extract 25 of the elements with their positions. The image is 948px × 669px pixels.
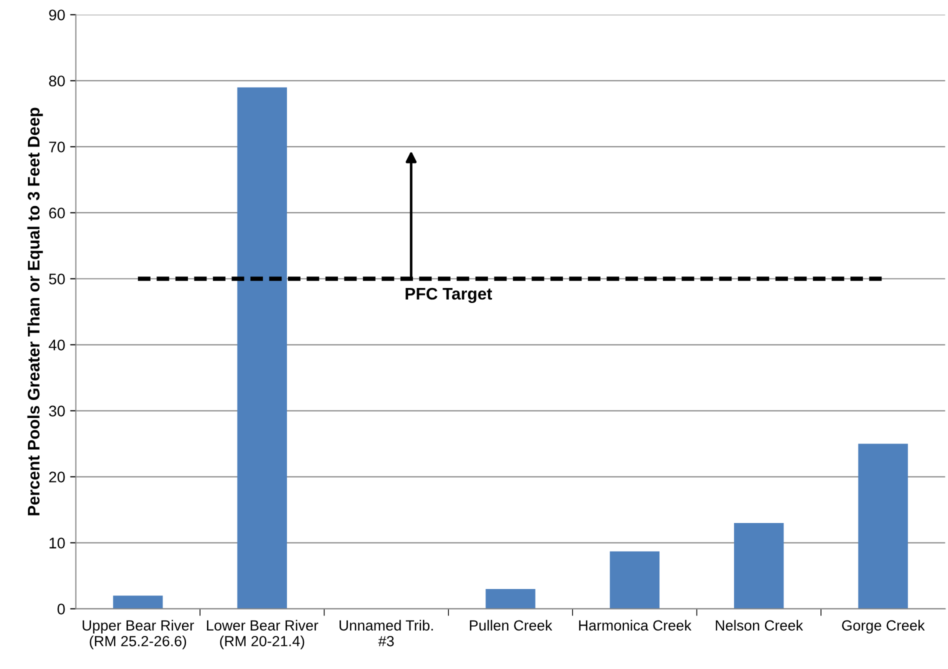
bar [858,444,908,609]
y-tick-label: 60 [49,208,65,218]
x-tick-label: Unnamed Trib. #3 [340,620,433,646]
bar [734,522,784,609]
x-tick-label: Upper Bear River (RM 25.2-26.6) [82,620,194,650]
bar [610,551,660,609]
bar [113,596,163,609]
x-tick-label: Lower Bear River (RM 20-21.4) [206,620,318,650]
y-tick-label: 10 [50,538,65,548]
y-tick-label: 80 [49,76,65,86]
y-tick-label: 20 [49,472,65,482]
bar [486,588,536,609]
y-tick-label: 0 [58,604,65,614]
y-tick-label: 40 [48,340,65,350]
x-tick-label: Gorge Creek [842,620,925,634]
y-tick-label: 50 [49,274,65,284]
ref-line-label: PFC Target [406,288,492,304]
bar [237,87,287,609]
y-tick-label: 70 [49,142,65,152]
y-tick-label: 30 [49,406,65,416]
y-tick-label: 90 [49,10,65,20]
x-tick-label: Pullen Creek [470,620,552,631]
x-tick-label: Nelson Creek [716,620,804,631]
y-axis-title: Percent Pools Greater Than or Equal to 3 Feet Deep [27,108,43,516]
x-tick-label: Harmonica Creek [579,620,692,631]
